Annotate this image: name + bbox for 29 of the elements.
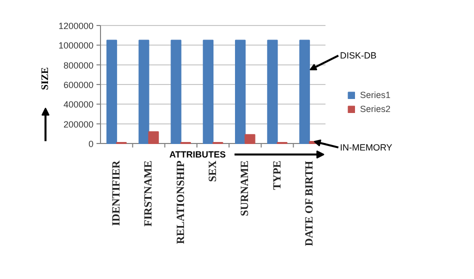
bar — [106, 40, 118, 144]
y-tick-label: 600000 — [63, 80, 94, 90]
annotation: IN-MEMORY — [340, 142, 392, 152]
bar — [267, 40, 278, 144]
x-tick-label: SEX — [207, 160, 219, 182]
legend-label: Series1 — [360, 90, 391, 100]
x-tick-label: SURNAME — [239, 160, 252, 216]
x-tick-label: IDENTIFIER — [110, 159, 123, 226]
bar — [244, 134, 256, 144]
y-tick-label: 1200000 — [58, 21, 94, 31]
bar — [138, 40, 150, 144]
y-tick-label: 800000 — [63, 60, 94, 70]
x-tick-label: FIRSTNAME — [142, 160, 155, 227]
bar — [148, 131, 159, 144]
y-tick-label: 200000 — [63, 119, 94, 130]
y-axis-title: SIZE — [40, 66, 51, 90]
y-tick-label: 0 — [88, 139, 94, 149]
x-tick-label: DATE OF BIRTH — [303, 160, 316, 246]
annotation: DISK-DB — [340, 50, 376, 61]
y-tick-label: 1000000 — [58, 40, 94, 51]
x-tick-label: RELATIONSHIP — [174, 160, 187, 244]
legend-label: Series2 — [360, 104, 391, 114]
bar — [202, 40, 214, 144]
y-tick-label: 400000 — [63, 100, 94, 110]
x-axis-title: ATTRIBUTES — [169, 150, 226, 160]
bar — [235, 40, 246, 144]
bar — [170, 40, 182, 144]
bar — [299, 40, 310, 144]
x-tick-label: TYPE — [271, 160, 284, 190]
